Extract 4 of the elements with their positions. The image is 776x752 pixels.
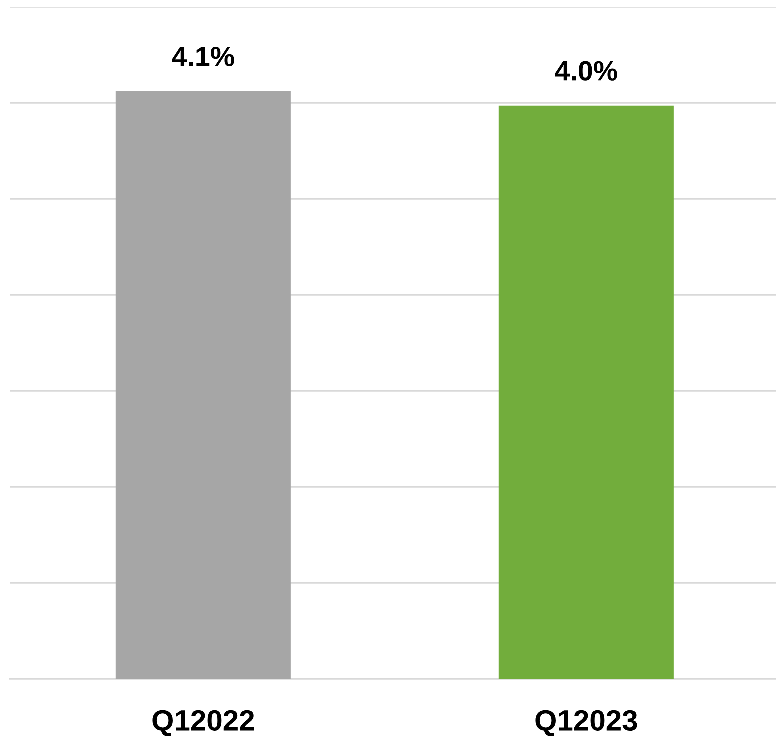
x-tick-label: Q12023 [536,710,638,736]
data-label: 4.1% [172,47,234,67]
data-label: 4.0% [555,61,618,81]
x-tick-label: Q12022 [152,710,254,736]
